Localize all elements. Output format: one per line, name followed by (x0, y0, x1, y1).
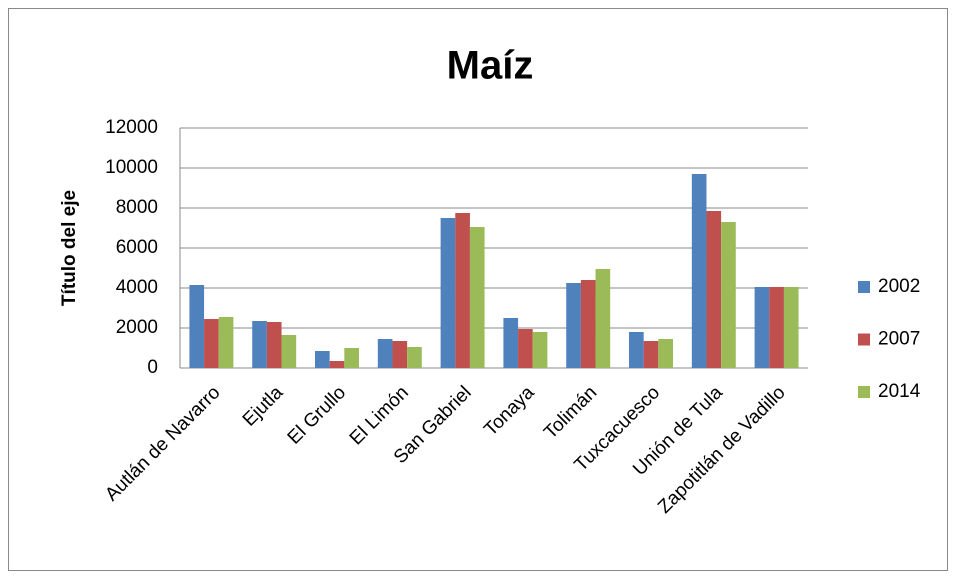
bar (281, 335, 297, 368)
bar (595, 269, 611, 368)
bar (783, 287, 799, 368)
bar (580, 280, 596, 368)
y-tick-label: 8000 (116, 197, 158, 218)
bar (769, 287, 784, 368)
legend-swatch (858, 333, 870, 346)
bar (566, 283, 581, 368)
legend-label: 2002 (878, 276, 920, 297)
y-tick-label: 6000 (116, 237, 158, 258)
bar (643, 341, 659, 368)
y-axis-label: Título del eje (59, 190, 80, 306)
y-tick-label: 4000 (116, 277, 158, 298)
bar (440, 218, 456, 368)
bar (204, 319, 219, 368)
bar (518, 329, 533, 368)
bar (218, 317, 234, 368)
bar (392, 341, 408, 368)
legend-label: 2014 (878, 381, 921, 402)
y-tick-label: 10000 (105, 157, 158, 178)
bar (329, 361, 345, 368)
y-tick-label: 0 (147, 357, 158, 378)
y-tick-label: 12000 (105, 117, 158, 138)
bar (407, 347, 422, 368)
bar (266, 322, 282, 368)
bar (754, 287, 770, 368)
bar (691, 174, 707, 368)
bar (189, 285, 205, 368)
legend-swatch (858, 386, 870, 398)
bar (469, 227, 485, 368)
legend-swatch (858, 281, 870, 293)
bar (455, 213, 470, 368)
bar (532, 332, 548, 368)
bar (658, 339, 673, 368)
chart-title: Maíz (447, 44, 534, 88)
legend-label: 2007 (878, 329, 920, 350)
bar (629, 332, 644, 368)
bar (377, 339, 393, 368)
y-tick-label: 2000 (116, 317, 158, 338)
bar (721, 222, 736, 368)
bar (503, 318, 519, 368)
bar (315, 351, 330, 368)
bar (344, 348, 359, 368)
bar (706, 211, 722, 368)
bar (252, 321, 267, 368)
